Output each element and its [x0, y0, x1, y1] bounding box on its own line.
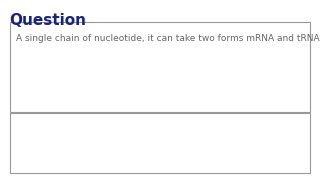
FancyBboxPatch shape	[10, 22, 310, 112]
Text: A single chain of nucleotide, it can take two forms mRNA and tRNA.: A single chain of nucleotide, it can tak…	[16, 34, 320, 43]
FancyBboxPatch shape	[10, 113, 310, 173]
Text: Question: Question	[10, 13, 87, 28]
